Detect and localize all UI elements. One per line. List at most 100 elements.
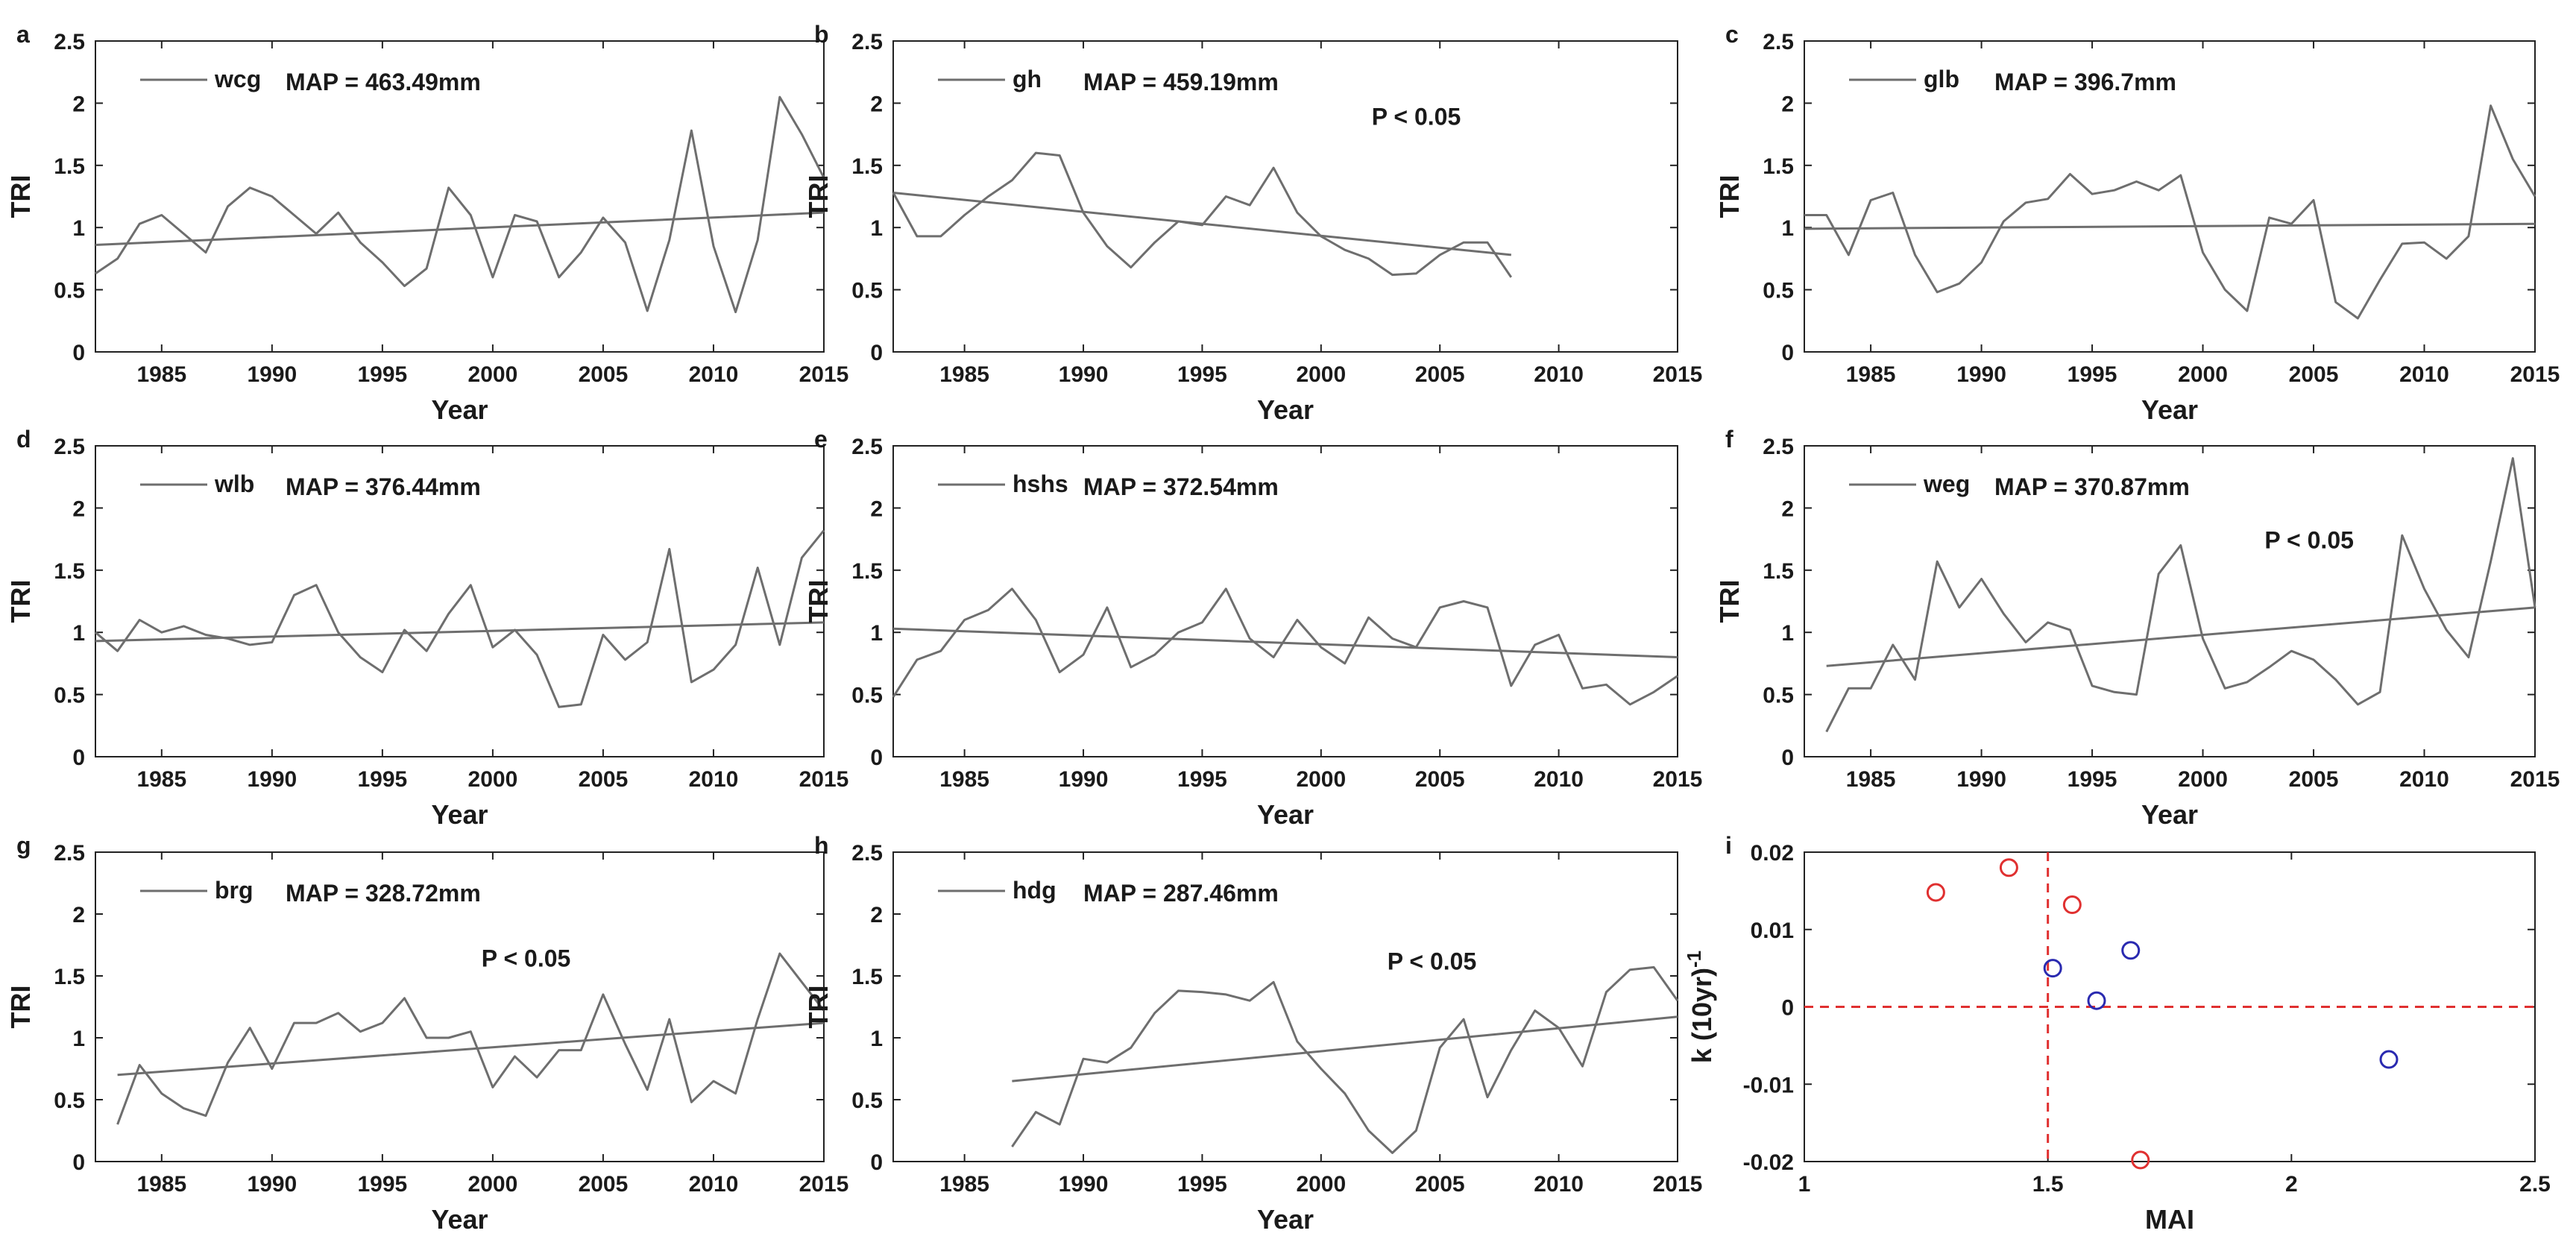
panel-letter: e: [814, 426, 828, 453]
x-tick-label: 2: [2285, 1172, 2298, 1197]
trend-line: [892, 627, 1678, 659]
x-tick-label: 1: [1798, 1172, 1811, 1197]
y-tick-label: 0: [1781, 746, 1794, 770]
y-tick-label: 0: [72, 1150, 85, 1175]
x-tick-label: 2010: [689, 1172, 739, 1197]
y-tick-label: 0.5: [54, 684, 85, 708]
x-tick-label: 2010: [1534, 362, 1584, 387]
y-tick-label: 1.5: [1763, 154, 1794, 179]
y-tick-label: 1: [72, 621, 85, 646]
y-tick-label: 0.5: [851, 1088, 883, 1113]
x-tick-label: 1995: [358, 767, 408, 792]
x-tick-label: 2010: [1534, 767, 1584, 792]
trend-line: [1012, 1015, 1678, 1083]
x-tick-label: 1985: [1846, 767, 1896, 792]
x-tick-label: 2005: [2289, 362, 2339, 387]
y-tick-label: 2: [72, 497, 85, 521]
trend-line: [95, 621, 825, 643]
tri-series-line: [95, 529, 825, 708]
tri-series-line: [1825, 457, 2536, 733]
x-axis-label: Year: [431, 1204, 488, 1235]
y-tick-label: 0.5: [851, 279, 883, 303]
legend-label: weg: [1923, 470, 1970, 497]
x-axis-label: Year: [1257, 394, 1314, 425]
x-tick-label: 1995: [358, 1172, 408, 1197]
y-axis-label: TRI: [803, 986, 834, 1029]
y-tick-label: 2.5: [851, 841, 883, 866]
x-tick-label: 2015: [799, 767, 849, 792]
legend-label: gh: [1013, 66, 1042, 92]
y-tick-label: 2.5: [54, 30, 85, 54]
x-tick-label: 2005: [2289, 767, 2339, 792]
tri-series-line: [116, 952, 825, 1125]
x-tick-label: 2000: [1296, 767, 1346, 792]
axes-box: [95, 445, 825, 757]
panel-b: b 1985 1990 1995 2000 2005 2010 2015 0 0.5 1 1.5 2 2.…: [803, 21, 1702, 425]
y-tick-label: 0: [72, 746, 85, 770]
x-tick-label: 1990: [247, 1172, 297, 1197]
blue-point: [2379, 1050, 2399, 1069]
x-tick-label: 1985: [1846, 362, 1896, 387]
blue-point: [2043, 959, 2062, 978]
y-tick-label: 0: [870, 341, 883, 365]
trend-line: [892, 192, 1511, 256]
x-tick-label: 1985: [939, 362, 989, 387]
x-axis-label: Year: [2141, 799, 2198, 830]
y-tick-label: 2.5: [1763, 30, 1794, 54]
y-tick-label: 2.5: [54, 435, 85, 459]
map-annotation: MAP = 372.54mm: [1083, 473, 1279, 500]
y-tick-label: 2: [1781, 92, 1794, 116]
panel-c: c 1985 1990 1995 2000 2005 2010 2015 0 0.5 1 1.5 2 2.…: [1714, 21, 2560, 425]
panel-letter: h: [814, 832, 829, 859]
y-tick-label: 0.5: [1763, 684, 1794, 708]
y-axis-label-superscript: -1: [1683, 951, 1705, 968]
x-axis-label: Year: [1257, 799, 1314, 830]
red-point: [1999, 858, 2018, 878]
x-tick-label: 1985: [136, 767, 186, 792]
y-axis-label: TRI: [803, 580, 834, 623]
x-tick-label: 2010: [2399, 362, 2449, 387]
map-annotation: MAP = 376.44mm: [286, 473, 481, 500]
panel-letter: i: [1725, 832, 1732, 859]
y-tick-label: 2: [870, 497, 883, 521]
trend-line: [95, 211, 825, 247]
panel-f: f 1985 1990 1995 2000 2005 2010 2015 0 0.5 1 1.5 2 2.…: [1714, 426, 2560, 830]
axes-box: [892, 445, 1678, 757]
x-tick-label: 1990: [1059, 362, 1109, 387]
panel-h: h 1985 1990 1995 2000 2005 2010 2015 0 0.5 1 1.5 2 2.…: [803, 832, 1702, 1235]
y-axis-label: TRI: [5, 986, 36, 1029]
x-tick-label: 2000: [1296, 1172, 1346, 1197]
axes-box: [95, 851, 825, 1162]
y-tick-label: 1.5: [1763, 559, 1794, 584]
x-tick-label: 1995: [2068, 362, 2117, 387]
x-tick-label: 2005: [1415, 767, 1465, 792]
panel-letter: g: [16, 832, 31, 859]
x-tick-label: 1995: [358, 362, 408, 387]
y-tick-label: 0.02: [1751, 841, 1794, 866]
y-tick-label: 1.5: [54, 154, 85, 179]
y-axis-label: TRI: [1714, 580, 1745, 623]
axes-box: [892, 40, 1678, 353]
tri-series-line: [892, 151, 1513, 278]
y-tick-label: 1.5: [851, 154, 883, 179]
map-annotation: MAP = 287.46mm: [1083, 880, 1279, 907]
p-value-annotation: P < 0.05: [2264, 527, 2354, 554]
x-tick-label: 2000: [2178, 362, 2228, 387]
x-axis-label: Year: [2141, 394, 2198, 425]
panel-g: g 1985 1990 1995 2000 2005 2010 2015 0 0.5 1 1.5 2 2.…: [5, 832, 848, 1235]
x-axis-label: Year: [431, 394, 488, 425]
panel-a: a 1985 1990 1995 2000 2005 2010 2015 0 0.5 1 1.5 2 2.…: [5, 21, 848, 425]
x-axis-label: Year: [431, 799, 488, 830]
y-axis-label: k (10yr)-1: [1683, 951, 1717, 1063]
x-tick-label: 2010: [689, 362, 739, 387]
p-value-annotation: P < 0.05: [1388, 948, 1477, 975]
x-tick-label: 1990: [1059, 767, 1109, 792]
y-tick-label: 1: [72, 216, 85, 241]
y-tick-label: 0.5: [54, 1088, 85, 1113]
y-tick-label: 1: [1781, 621, 1794, 646]
legend-label: hshs: [1013, 470, 1068, 497]
y-tick-label: 2: [72, 92, 85, 116]
y-tick-label: 2.5: [1763, 435, 1794, 459]
map-annotation: MAP = 396.7mm: [1994, 69, 2176, 95]
